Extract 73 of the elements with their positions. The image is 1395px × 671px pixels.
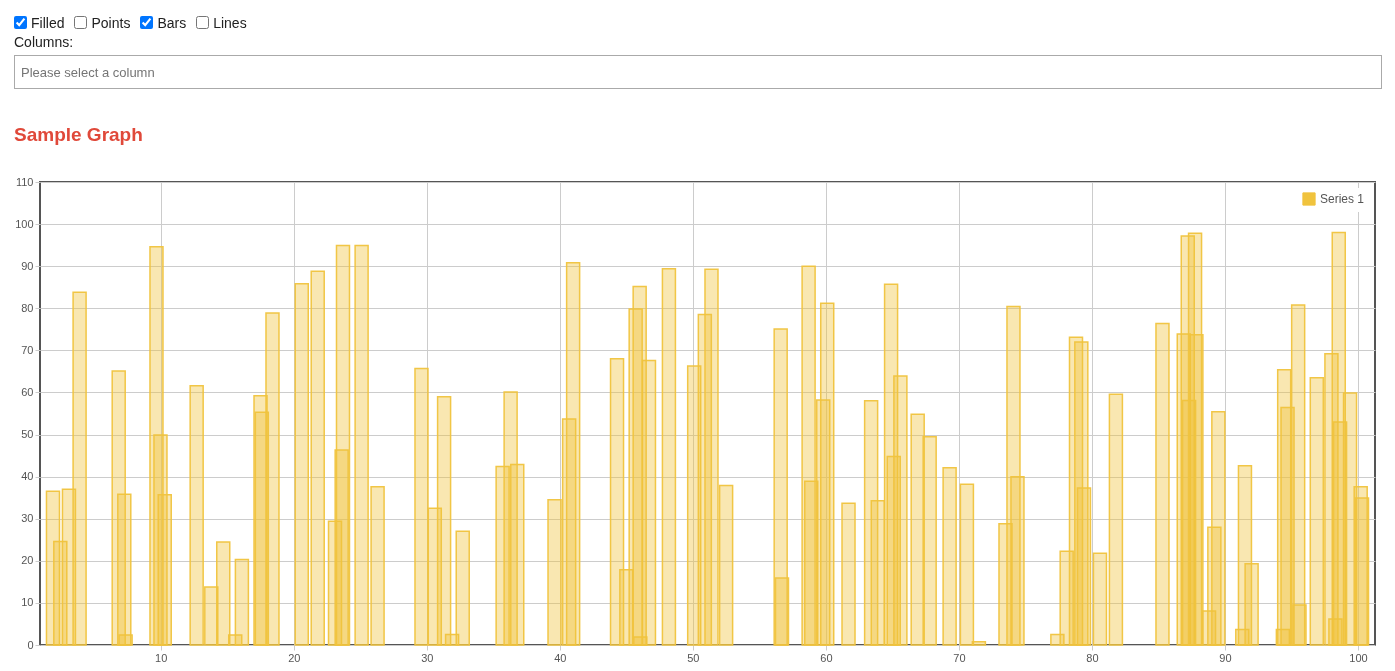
bar bbox=[942, 467, 957, 646]
y-tick-label: 80 bbox=[21, 301, 34, 314]
bar bbox=[117, 493, 132, 646]
bar bbox=[455, 530, 470, 646]
x-tick-label: 100 bbox=[1349, 651, 1368, 664]
y-tick-label: 60 bbox=[21, 385, 34, 398]
bar bbox=[547, 499, 562, 646]
y-tick-label: 30 bbox=[21, 512, 34, 525]
y-tick-label: 100 bbox=[15, 217, 34, 230]
bar bbox=[335, 244, 351, 646]
bar bbox=[436, 395, 452, 646]
bar bbox=[1108, 393, 1124, 646]
y-tick-label: 0 bbox=[27, 638, 34, 651]
bar bbox=[893, 375, 908, 646]
text: Columns: bbox=[14, 34, 75, 50]
bar bbox=[414, 367, 429, 646]
x-tick-label: 80 bbox=[1086, 651, 1099, 664]
y-tick-label: 40 bbox=[21, 470, 34, 483]
bar bbox=[718, 484, 734, 646]
bar bbox=[216, 541, 231, 646]
bar bbox=[959, 483, 975, 646]
text: Please select a column bbox=[14, 55, 1382, 89]
bar bbox=[354, 244, 369, 646]
bar bbox=[294, 283, 309, 646]
x-tick-label: 60 bbox=[820, 651, 833, 664]
bar bbox=[72, 291, 87, 646]
x-tick-label: 90 bbox=[1219, 651, 1232, 664]
x-tick-label: 40 bbox=[554, 651, 567, 664]
bar bbox=[1155, 322, 1170, 646]
y-tick-label: 70 bbox=[21, 343, 34, 356]
bar bbox=[922, 435, 937, 646]
bar bbox=[1211, 411, 1226, 646]
bar bbox=[310, 270, 325, 646]
y-tick-label: 110 bbox=[15, 175, 34, 188]
bar bbox=[661, 267, 677, 646]
y-tick-label: 20 bbox=[21, 554, 34, 567]
bar bbox=[1292, 604, 1307, 646]
bar bbox=[1189, 334, 1204, 646]
bar bbox=[1309, 376, 1325, 646]
x-tick-label: 70 bbox=[953, 651, 966, 664]
bar bbox=[565, 262, 581, 646]
bar bbox=[1244, 563, 1259, 646]
y-tick-label: 90 bbox=[21, 259, 34, 272]
bar bbox=[870, 499, 886, 646]
bar bbox=[841, 502, 856, 646]
bar bbox=[774, 577, 790, 646]
bar bbox=[819, 302, 835, 646]
chart-title: Sample Graph bbox=[14, 124, 143, 146]
bar bbox=[234, 558, 250, 646]
bar bbox=[1076, 487, 1092, 646]
y-tick-label: 50 bbox=[21, 428, 34, 441]
x-tick-label: 50 bbox=[687, 651, 700, 664]
bar bbox=[510, 463, 525, 646]
bar bbox=[704, 268, 719, 646]
x-tick-label: 30 bbox=[421, 651, 434, 664]
bar bbox=[118, 634, 133, 646]
bar bbox=[971, 640, 987, 646]
bar bbox=[370, 485, 385, 646]
text: Bars bbox=[156, 15, 187, 31]
bar bbox=[157, 493, 172, 646]
bar bbox=[1354, 497, 1370, 646]
legend-label: Series 1 bbox=[1320, 192, 1365, 206]
text: Lines bbox=[212, 15, 247, 31]
bar bbox=[1010, 475, 1025, 646]
x-tick-label: 10 bbox=[155, 651, 168, 664]
bar bbox=[265, 312, 280, 646]
x-tick-label: 20 bbox=[288, 651, 301, 664]
bar bbox=[641, 359, 657, 646]
text: Filled bbox=[30, 15, 65, 31]
y-tick-label: 10 bbox=[21, 596, 34, 609]
text: Points bbox=[90, 15, 131, 31]
bar bbox=[189, 384, 204, 646]
bar bbox=[1092, 552, 1108, 646]
